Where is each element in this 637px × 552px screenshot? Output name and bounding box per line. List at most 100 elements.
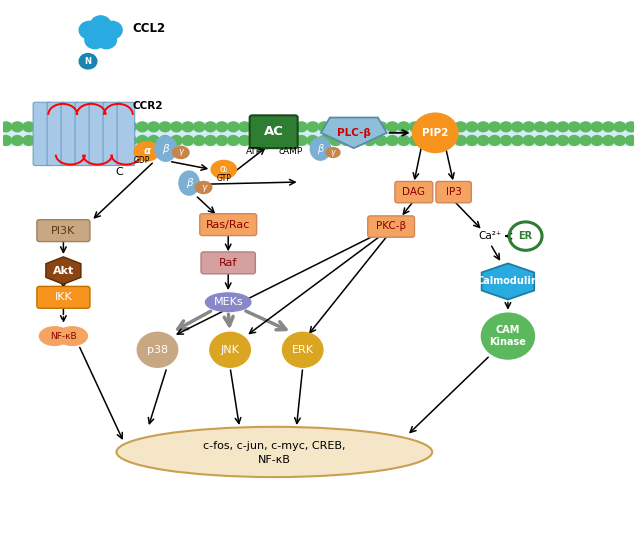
Circle shape <box>159 136 171 145</box>
Circle shape <box>489 122 500 132</box>
FancyBboxPatch shape <box>395 182 433 203</box>
Text: Raf: Raf <box>219 258 238 268</box>
Circle shape <box>216 122 227 132</box>
Circle shape <box>194 136 205 145</box>
Text: β: β <box>186 178 192 188</box>
Circle shape <box>0 136 11 145</box>
Text: IP3: IP3 <box>446 187 462 197</box>
Circle shape <box>273 122 284 132</box>
Ellipse shape <box>117 427 432 477</box>
Text: CCR2: CCR2 <box>132 102 162 112</box>
Circle shape <box>296 122 307 132</box>
Circle shape <box>57 136 68 145</box>
Circle shape <box>57 122 68 132</box>
Circle shape <box>34 136 46 145</box>
Circle shape <box>307 122 318 132</box>
Circle shape <box>250 136 262 145</box>
Circle shape <box>398 122 410 132</box>
Circle shape <box>557 122 569 132</box>
Text: ERK: ERK <box>292 345 313 355</box>
FancyBboxPatch shape <box>436 182 471 203</box>
Circle shape <box>466 136 478 145</box>
Circle shape <box>478 122 489 132</box>
Circle shape <box>421 122 432 132</box>
FancyBboxPatch shape <box>47 102 65 166</box>
Circle shape <box>500 122 512 132</box>
FancyBboxPatch shape <box>201 252 255 274</box>
Circle shape <box>364 122 375 132</box>
Ellipse shape <box>206 293 251 311</box>
Circle shape <box>341 136 353 145</box>
Circle shape <box>591 136 603 145</box>
Text: γ: γ <box>178 147 183 156</box>
Circle shape <box>34 122 46 132</box>
FancyBboxPatch shape <box>37 220 90 242</box>
FancyBboxPatch shape <box>75 102 93 166</box>
Circle shape <box>296 136 307 145</box>
Circle shape <box>182 122 194 132</box>
Circle shape <box>284 136 296 145</box>
Text: Ras/Rac: Ras/Rac <box>206 220 250 230</box>
Text: CAM
Kinase: CAM Kinase <box>489 325 526 347</box>
Circle shape <box>375 122 387 132</box>
Circle shape <box>318 122 330 132</box>
Ellipse shape <box>57 327 87 346</box>
FancyBboxPatch shape <box>103 102 121 166</box>
Circle shape <box>239 136 250 145</box>
Circle shape <box>580 136 591 145</box>
Text: β: β <box>317 144 324 153</box>
FancyBboxPatch shape <box>61 102 79 166</box>
Circle shape <box>353 122 364 132</box>
Circle shape <box>282 332 323 367</box>
Circle shape <box>330 122 341 132</box>
Circle shape <box>102 22 122 39</box>
Text: p38: p38 <box>147 345 168 355</box>
Text: PLC-β: PLC-β <box>337 128 371 138</box>
Ellipse shape <box>211 161 236 178</box>
Circle shape <box>182 136 194 145</box>
Ellipse shape <box>39 327 69 346</box>
Circle shape <box>364 136 375 145</box>
Circle shape <box>96 31 117 49</box>
Circle shape <box>80 136 91 145</box>
Circle shape <box>210 332 250 367</box>
Circle shape <box>125 122 137 132</box>
Circle shape <box>205 136 216 145</box>
Circle shape <box>591 122 603 132</box>
Circle shape <box>159 122 171 132</box>
Circle shape <box>125 136 137 145</box>
Circle shape <box>68 136 80 145</box>
Circle shape <box>307 136 318 145</box>
Ellipse shape <box>179 171 199 195</box>
Circle shape <box>603 136 614 145</box>
Ellipse shape <box>134 142 159 161</box>
Circle shape <box>91 122 103 132</box>
FancyBboxPatch shape <box>250 115 297 148</box>
FancyBboxPatch shape <box>37 286 90 308</box>
Circle shape <box>443 122 455 132</box>
Circle shape <box>569 122 580 132</box>
Circle shape <box>46 136 57 145</box>
Text: CCL2: CCL2 <box>132 22 166 35</box>
Text: JNK: JNK <box>220 345 240 355</box>
Ellipse shape <box>196 182 211 194</box>
Circle shape <box>114 136 125 145</box>
Circle shape <box>580 122 591 132</box>
Text: DAG: DAG <box>403 187 426 197</box>
Text: Calmodulin: Calmodulin <box>477 277 539 286</box>
Circle shape <box>114 122 125 132</box>
Circle shape <box>85 31 105 49</box>
Circle shape <box>455 136 466 145</box>
Circle shape <box>227 136 239 145</box>
Text: N: N <box>85 57 92 66</box>
Circle shape <box>103 122 114 132</box>
Text: GTP: GTP <box>217 174 231 183</box>
Text: PKC-β: PKC-β <box>376 221 406 231</box>
Circle shape <box>46 122 57 132</box>
Circle shape <box>148 136 159 145</box>
Text: ER: ER <box>519 231 533 241</box>
Circle shape <box>523 122 534 132</box>
Circle shape <box>103 136 114 145</box>
Circle shape <box>11 122 23 132</box>
FancyBboxPatch shape <box>89 102 107 166</box>
